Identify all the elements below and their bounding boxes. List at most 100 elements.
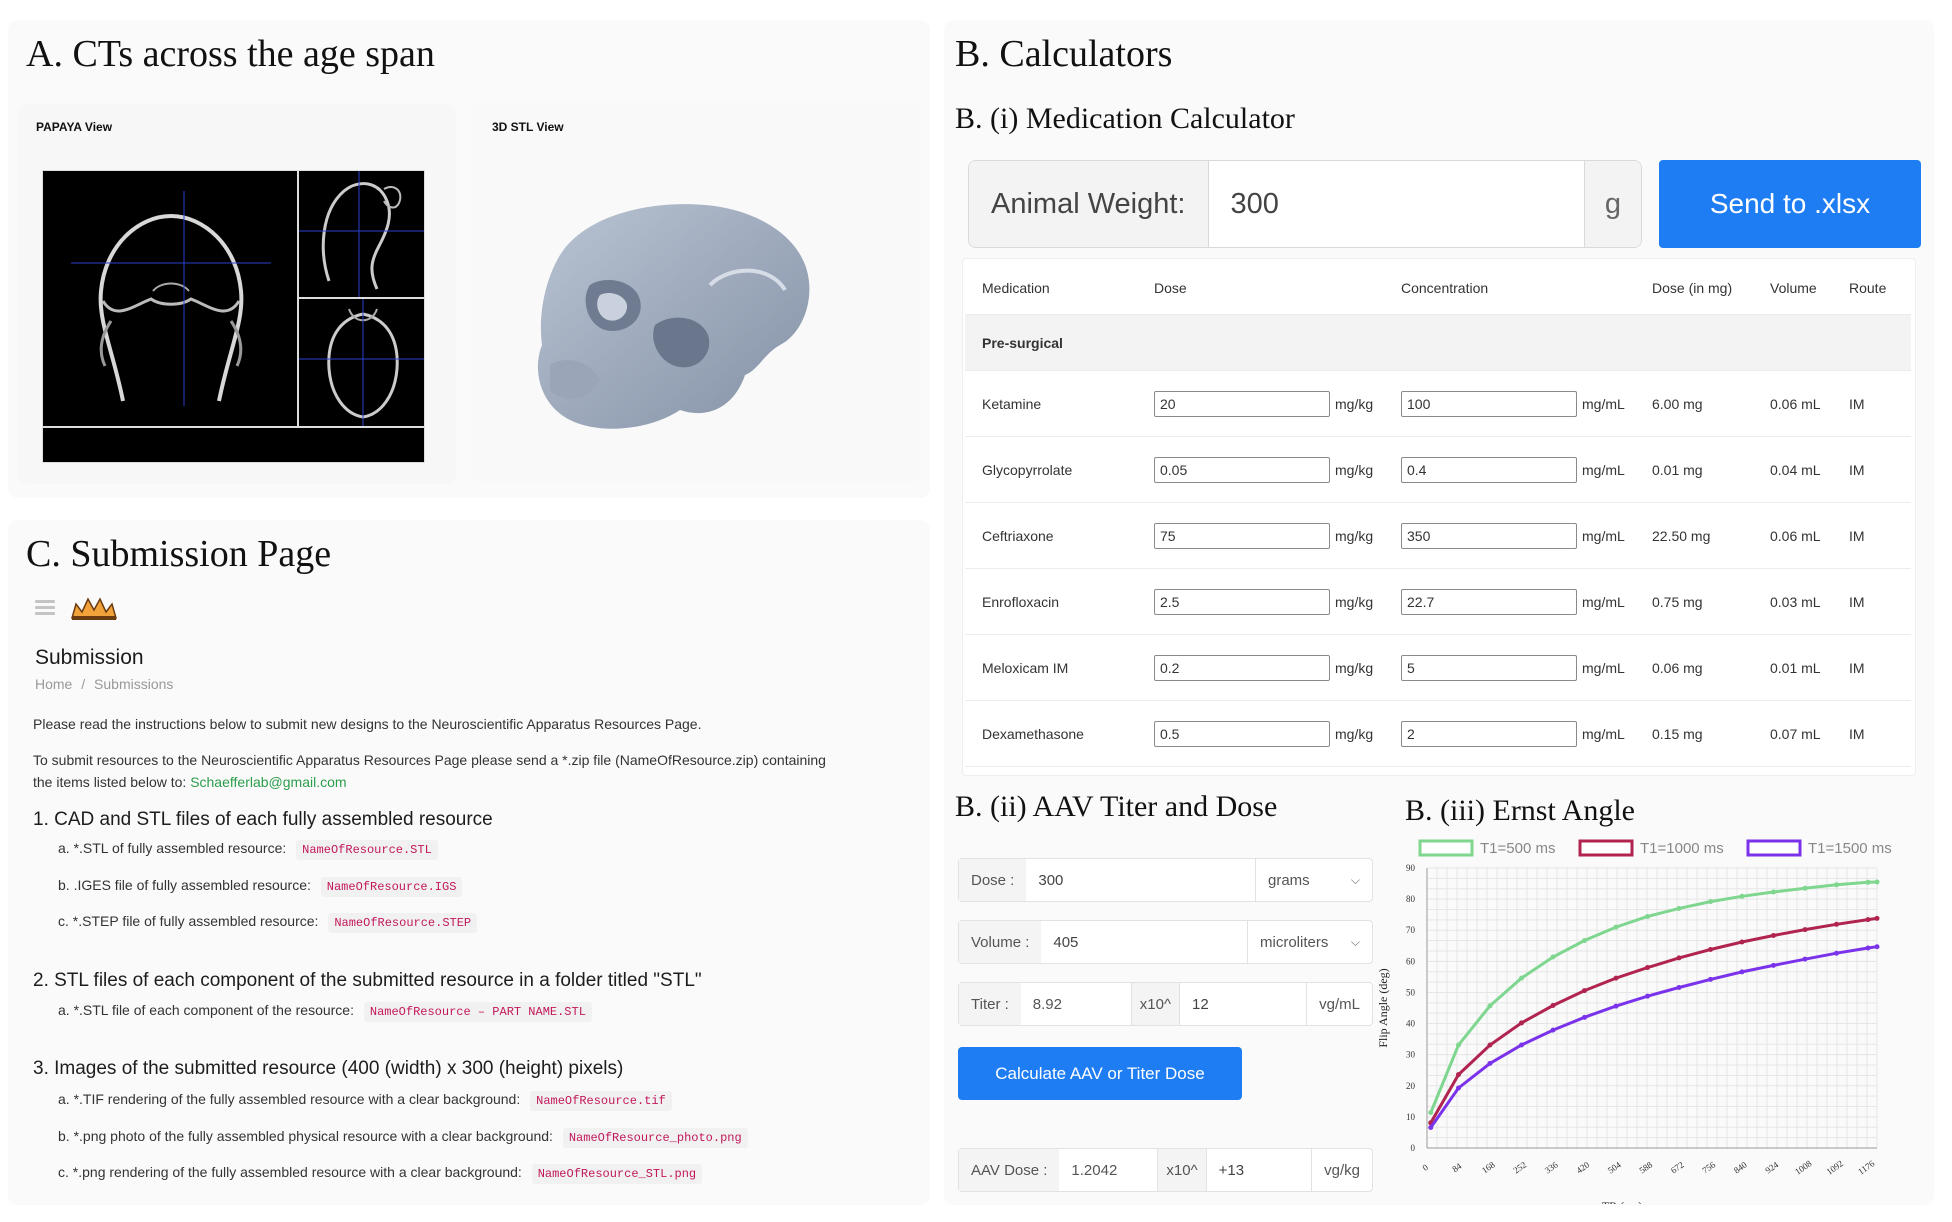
concentration-input[interactable]: 5 — [1401, 654, 1577, 681]
aav-titer-label: Titer : — [959, 983, 1021, 1025]
panel-c — [8, 520, 930, 1205]
y-tick-label: 60 — [1406, 956, 1416, 966]
table-header-row: Medication Dose Concentration Dose (in m… — [965, 262, 1911, 315]
data-point — [1456, 1042, 1461, 1048]
data-point — [1676, 984, 1682, 990]
header-medication: Medication — [982, 280, 1050, 296]
x-axis-label: TR (ms) — [1602, 1199, 1642, 1204]
table-row: Ketamine 20 mg/kg 100 mg/mL 6.00 mg 0.06 mL IM — [965, 371, 1911, 437]
x-tick-label: 504 — [1606, 1159, 1623, 1175]
data-point — [1550, 954, 1556, 960]
ct-sagittal-view[interactable] — [298, 170, 425, 298]
aav-result-exp: +13 — [1205, 1149, 1311, 1191]
breadcrumb-separator: / — [81, 676, 86, 692]
aav-dose-input[interactable]: 300 — [1038, 871, 1064, 889]
aav-dose-unit-label: grams — [1268, 871, 1310, 889]
medication-name: Ceftriaxone — [982, 527, 1054, 544]
data-point — [1582, 937, 1587, 943]
aav-titer-group: Titer : 8.92 x10^ 12 vg/mL — [958, 982, 1373, 1026]
ct-viewer[interactable] — [42, 170, 425, 463]
item-text: b. *.png photo of the fully assembled ph… — [58, 1128, 553, 1144]
data-point — [1519, 1020, 1524, 1026]
concentration-input[interactable]: 2 — [1401, 720, 1577, 747]
section-1-item-b: b. .IGES file of fully assembled resourc… — [58, 877, 463, 897]
dose-input[interactable]: 0.5 — [1154, 720, 1330, 747]
animal-weight-group: Animal Weight: 300 g — [968, 160, 1642, 248]
dose-input[interactable]: 0.2 — [1154, 654, 1330, 681]
panel-c-title: C. Submission Page — [26, 533, 332, 575]
dose-input[interactable]: 20 — [1154, 390, 1330, 417]
x-tick-label: 588 — [1637, 1159, 1654, 1175]
aav-dose-label: Dose : — [959, 859, 1027, 901]
intro-text-3-label: the items listed below to: — [33, 774, 187, 790]
table-row: Glycopyrrolate 0.05 mg/kg 0.4 mg/mL 0.01 mg 0.… — [965, 437, 1911, 503]
section-2-item-a: a. *.STL file of each component of the r… — [58, 1002, 592, 1022]
menu-icon[interactable] — [35, 600, 55, 616]
concentration-input[interactable]: 0.4 — [1401, 456, 1577, 483]
aav-result-group: AAV Dose : 1.2042 x10^ +13 vg/kg — [958, 1148, 1373, 1192]
dose-mg-value: 0.01 mg — [1652, 461, 1703, 478]
intro-text-3: the items listed below to: Schaefferlab@… — [33, 774, 347, 790]
aav-volume-input[interactable]: 405 — [1053, 933, 1079, 951]
section-1-item-a: a. *.STL of fully assembled resource: Na… — [58, 840, 438, 860]
ct-axial-view[interactable] — [298, 298, 425, 427]
concentration-input[interactable]: 350 — [1401, 522, 1577, 549]
concentration-input[interactable]: 100 — [1401, 390, 1577, 417]
section-3-heading: 3. Images of the submitted resource (400… — [33, 1058, 624, 1079]
data-point — [1613, 924, 1619, 930]
x-tick-label: 672 — [1669, 1160, 1686, 1176]
panel-b-title: B. Calculators — [955, 33, 1173, 75]
data-point — [1834, 950, 1839, 956]
dose-mg-value: 0.75 mg — [1652, 593, 1703, 610]
x-tick-label: 84 — [1450, 1161, 1464, 1175]
data-point — [1865, 945, 1871, 951]
send-to-xlsx-button[interactable]: Send to .xlsx — [1659, 160, 1921, 248]
aav-titer-unit: vg/mL — [1306, 983, 1372, 1025]
data-point — [1582, 988, 1587, 994]
volume-value: 0.06 mL — [1770, 527, 1821, 544]
data-point — [1802, 927, 1808, 933]
intro-text: Please read the instructions below to su… — [33, 716, 702, 732]
skull-3d-model[interactable] — [530, 195, 820, 445]
volume-value: 0.04 mL — [1770, 461, 1821, 478]
y-tick-label: 40 — [1406, 1019, 1416, 1029]
site-logo[interactable] — [68, 594, 120, 622]
data-point — [1739, 893, 1745, 899]
concentration-input[interactable]: 22.7 — [1401, 588, 1577, 615]
dose-unit: mg/kg — [1335, 593, 1374, 610]
data-point — [1802, 885, 1808, 891]
ct-coronal-view[interactable] — [42, 170, 298, 427]
series-line — [1429, 945, 1878, 1129]
dose-input[interactable]: 0.05 — [1154, 456, 1330, 483]
aav-titer-exp-input[interactable]: 12 — [1179, 983, 1306, 1025]
aav-volume-label: Volume : — [959, 921, 1042, 963]
aav-volume-unit-select[interactable]: microliters ⌵ — [1247, 921, 1372, 963]
item-text: a. *.TIF rendering of the fully assemble… — [58, 1091, 521, 1107]
animal-weight-input[interactable]: 300 — [1230, 187, 1279, 220]
item-text: c. *.STEP file of fully assembled resour… — [58, 913, 319, 929]
medication-table: Medication Dose Concentration Dose (in m… — [965, 262, 1911, 767]
ct-info-bar — [42, 427, 425, 463]
data-point — [1874, 944, 1880, 950]
data-point — [1582, 1014, 1587, 1020]
item-code: NameOfResource_STL.png — [531, 1164, 703, 1184]
header-dose-mg: Dose (in mg) — [1652, 280, 1733, 296]
breadcrumb-home[interactable]: Home — [35, 676, 73, 692]
volume-value: 0.01 mL — [1770, 659, 1821, 676]
data-point — [1428, 1110, 1434, 1116]
aav-dose-unit-select[interactable]: grams ⌵ — [1255, 859, 1372, 901]
ernst-angle-chart: 0 10 20 30 40 50 60 70 80 90 0 84 168 252 336 420 504 588… — [1376, 839, 1892, 1204]
route-value: IM — [1849, 527, 1865, 544]
data-point — [1802, 956, 1808, 962]
aav-titer-input[interactable]: 8.92 — [1032, 995, 1062, 1013]
y-tick-label: 70 — [1406, 925, 1416, 935]
group-label: Pre-surgical — [982, 334, 1063, 351]
dose-unit: mg/kg — [1335, 659, 1374, 676]
dose-input[interactable]: 75 — [1154, 522, 1330, 549]
x-tick-label: 1008 — [1793, 1158, 1814, 1177]
x-tick-label: 924 — [1763, 1159, 1780, 1175]
dose-input[interactable]: 2.5 — [1154, 588, 1330, 615]
email-link[interactable]: Schaefferlab@gmail.com — [190, 774, 347, 790]
calculate-aav-button[interactable]: Calculate AAV or Titer Dose — [958, 1047, 1242, 1100]
table-row: Enrofloxacin 2.5 mg/kg 22.7 mg/mL 0.75 mg 0.03… — [965, 569, 1911, 635]
